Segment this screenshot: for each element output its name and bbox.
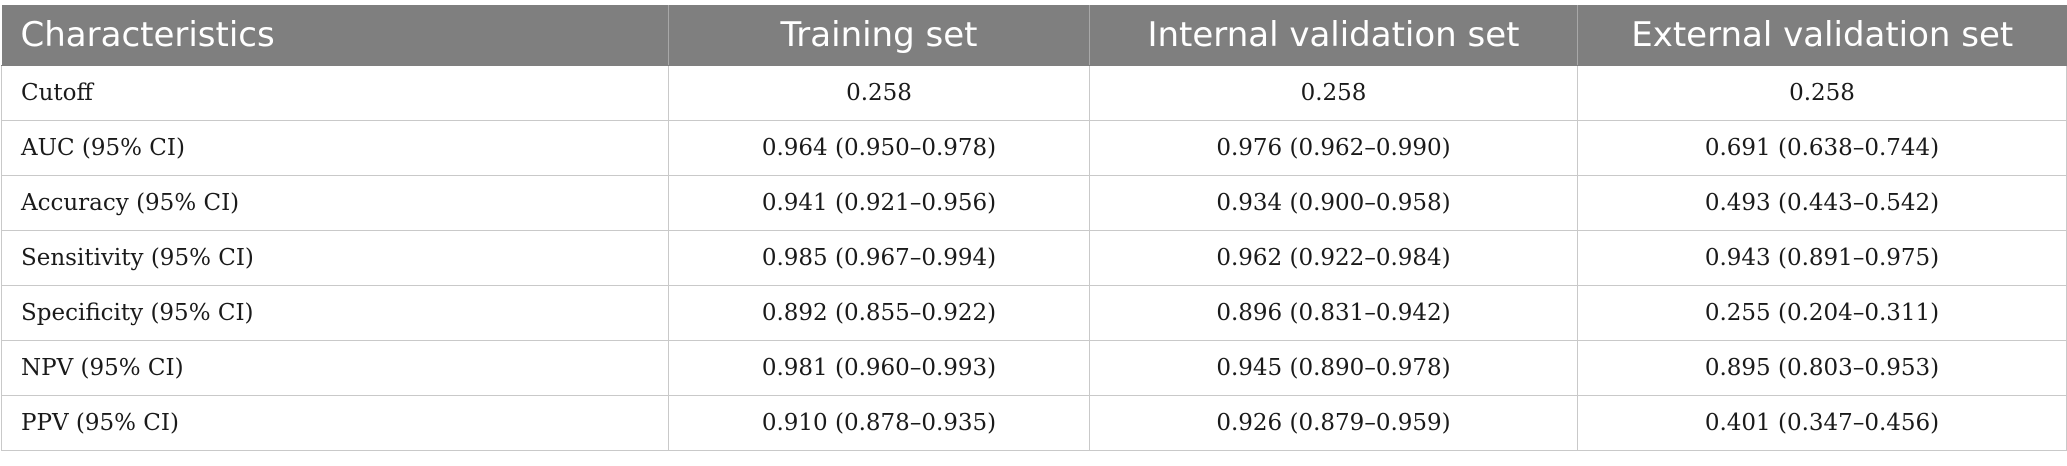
row-label: Cutoff (1, 65, 669, 121)
cell-training: 0.981 (0.960–0.993) (668, 340, 1090, 396)
row-label: Specificity (95% CI) (1, 285, 669, 341)
cell-internal: 0.926 (0.879–0.959) (1089, 395, 1578, 451)
table-row: Specificity (95% CI) 0.892 (0.855–0.922)… (1, 285, 2067, 341)
cell-external: 0.943 (0.891–0.975) (1577, 230, 2067, 286)
cell-external: 0.493 (0.443–0.542) (1577, 175, 2067, 231)
row-label: Accuracy (95% CI) (1, 175, 669, 231)
cell-internal: 0.962 (0.922–0.984) (1089, 230, 1578, 286)
cell-training: 0.910 (0.878–0.935) (668, 395, 1090, 451)
table-header: Characteristics Training set Internal va… (1, 5, 2067, 66)
table-body: Cutoff 0.258 0.258 0.258 AUC (95% CI) 0.… (1, 65, 2067, 451)
row-label: AUC (95% CI) (1, 120, 669, 176)
cell-external: 0.691 (0.638–0.744) (1577, 120, 2067, 176)
cell-external: 0.258 (1577, 65, 2067, 121)
cell-training: 0.892 (0.855–0.922) (668, 285, 1090, 341)
table-row: Sensitivity (95% CI) 0.985 (0.967–0.994)… (1, 230, 2067, 286)
header-row: Characteristics Training set Internal va… (1, 5, 2067, 66)
header-training-set: Training set (668, 5, 1090, 66)
cell-training: 0.964 (0.950–0.978) (668, 120, 1090, 176)
row-label: Sensitivity (95% CI) (1, 230, 669, 286)
cell-internal: 0.258 (1089, 65, 1578, 121)
cell-external: 0.255 (0.204–0.311) (1577, 285, 2067, 341)
results-table-container: Characteristics Training set Internal va… (1, 5, 2067, 451)
header-characteristics: Characteristics (1, 5, 669, 66)
table-row: AUC (95% CI) 0.964 (0.950–0.978) 0.976 (… (1, 120, 2067, 176)
table-row: PPV (95% CI) 0.910 (0.878–0.935) 0.926 (… (1, 395, 2067, 451)
cell-external: 0.401 (0.347–0.456) (1577, 395, 2067, 451)
row-label: NPV (95% CI) (1, 340, 669, 396)
table-row: Accuracy (95% CI) 0.941 (0.921–0.956) 0.… (1, 175, 2067, 231)
cell-internal: 0.976 (0.962–0.990) (1089, 120, 1578, 176)
table-row: NPV (95% CI) 0.981 (0.960–0.993) 0.945 (… (1, 340, 2067, 396)
cell-internal: 0.934 (0.900–0.958) (1089, 175, 1578, 231)
cell-training: 0.258 (668, 65, 1090, 121)
performance-metrics-table: Characteristics Training set Internal va… (1, 5, 2067, 451)
table-row: Cutoff 0.258 0.258 0.258 (1, 65, 2067, 121)
cell-training: 0.941 (0.921–0.956) (668, 175, 1090, 231)
cell-internal: 0.945 (0.890–0.978) (1089, 340, 1578, 396)
cell-internal: 0.896 (0.831–0.942) (1089, 285, 1578, 341)
header-internal-validation-set: Internal validation set (1089, 5, 1578, 66)
row-label: PPV (95% CI) (1, 395, 669, 451)
header-external-validation-set: External validation set (1577, 5, 2067, 66)
cell-external: 0.895 (0.803–0.953) (1577, 340, 2067, 396)
cell-training: 0.985 (0.967–0.994) (668, 230, 1090, 286)
